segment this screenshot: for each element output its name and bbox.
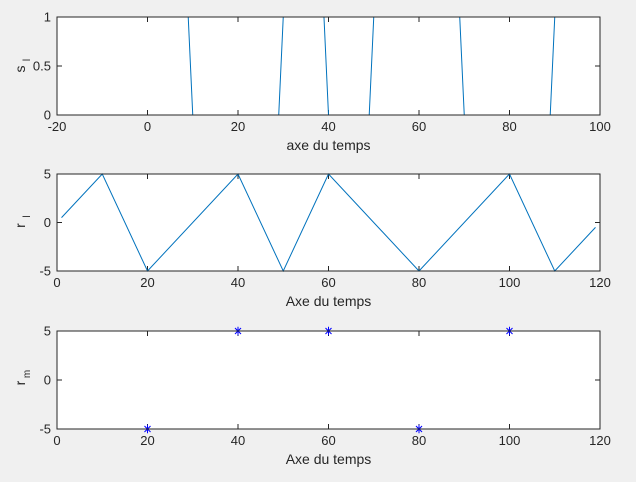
x-tick-label: 40 [321, 119, 335, 134]
x-tick-label: 40 [231, 275, 245, 290]
x-tick-label: 60 [321, 275, 335, 290]
x-tick-label: 20 [140, 275, 154, 290]
x-tick-label: 0 [53, 275, 60, 290]
y-tick-label: -5 [39, 422, 51, 437]
x-tick-label: 60 [321, 433, 335, 448]
y-tick-label: 0.5 [33, 59, 51, 74]
y-tick-label: -5 [39, 264, 51, 279]
y-tick-label: 1 [44, 10, 51, 25]
axes-frame [56, 330, 601, 430]
y-axis-label-sub: m [22, 370, 33, 378]
plot-area [57, 17, 600, 115]
y-axis-label: rm [12, 370, 33, 386]
y-axis-label-main: r [12, 380, 28, 385]
x-axis-label: Axe du temps [286, 293, 372, 309]
x-tick-label: 100 [499, 275, 521, 290]
y-axis-label-main: r [12, 223, 28, 228]
x-tick-label: 80 [502, 119, 516, 134]
axes-frame [56, 16, 601, 116]
y-tick-label: 0 [44, 215, 51, 230]
plot-area [57, 174, 600, 271]
x-tick-label: 0 [144, 119, 151, 134]
y-tick-label: 0 [44, 108, 51, 123]
x-tick-label: 20 [231, 119, 245, 134]
y-axis-label-sub: l [22, 215, 33, 217]
plot-area [57, 331, 600, 429]
x-tick-label: 20 [140, 433, 154, 448]
series-line [61, 173, 596, 273]
y-tick-label: 5 [44, 167, 51, 182]
y-tick-label: 0 [44, 373, 51, 388]
x-tick-label: 120 [589, 433, 611, 448]
y-axis-label-sub: l [22, 59, 33, 61]
x-tick-label: 60 [412, 119, 426, 134]
x-tick-label: 80 [412, 275, 426, 290]
x-tick-label: 40 [231, 433, 245, 448]
x-tick-label: 100 [499, 433, 521, 448]
y-axis-label-main: s [12, 66, 28, 73]
x-tick-label: -20 [48, 119, 67, 134]
x-tick-label: 100 [589, 119, 611, 134]
y-tick-label: 5 [44, 324, 51, 339]
x-tick-label: 80 [412, 433, 426, 448]
x-tick-label: 120 [589, 275, 611, 290]
y-axis-label: sl [12, 59, 33, 73]
y-axis-label: rl [12, 215, 33, 227]
axes-frame [56, 173, 601, 272]
x-axis-label: axe du temps [286, 137, 370, 153]
x-axis-label: Axe du temps [286, 451, 372, 467]
x-tick-label: 0 [53, 433, 60, 448]
